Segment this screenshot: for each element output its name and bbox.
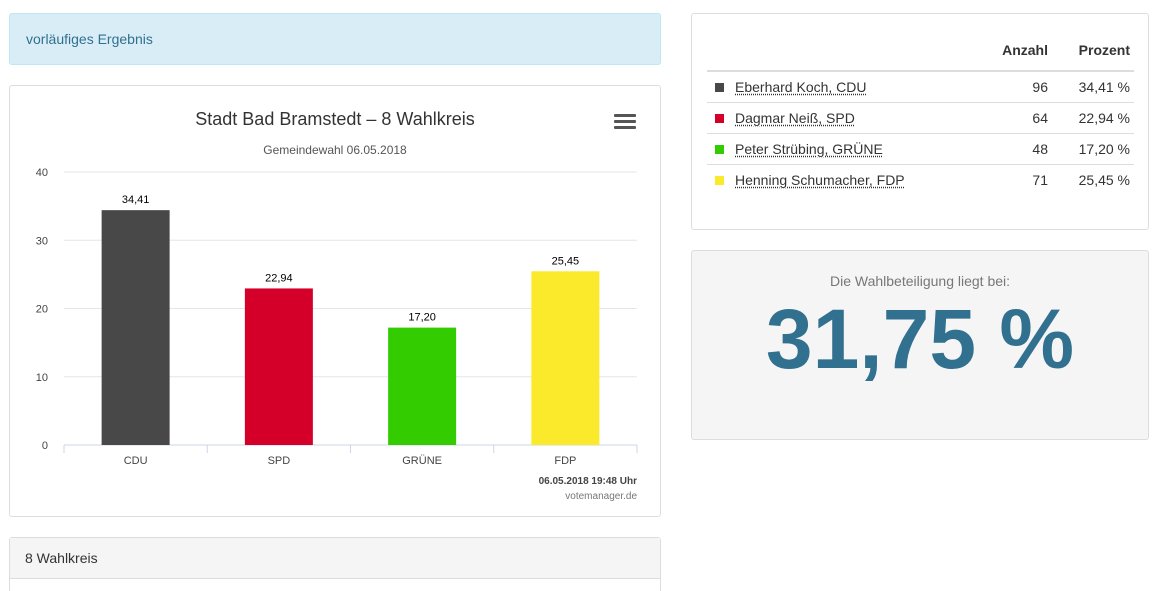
count-cell: 96 — [977, 71, 1052, 102]
y-tick-label: 20 — [36, 304, 48, 316]
chart-credit-time: 06.05.2018 19:48 Uhr — [539, 476, 638, 487]
x-tick-label: CDU — [124, 455, 148, 467]
y-tick-label: 30 — [36, 235, 48, 247]
x-tick-label: GRÜNE — [402, 455, 442, 467]
fdp-color-swatch — [715, 176, 724, 185]
candidate-link[interactable]: Peter Strübing, GRÜNE — [735, 141, 883, 157]
table-row: Henning Schumacher, FDP 71 25,45 % — [707, 164, 1134, 195]
percent-column-header: Prozent — [1052, 30, 1134, 71]
spd-color-swatch — [715, 114, 724, 123]
status-alert: vorläufiges Ergebnis — [9, 13, 661, 65]
count-cell: 64 — [977, 102, 1052, 133]
data-label: 17,20 — [408, 312, 436, 324]
bar-spd — [245, 288, 313, 445]
data-label: 34,41 — [122, 194, 150, 206]
data-label: 25,45 — [552, 255, 580, 267]
results-table: Anzahl Prozent Eberhard Koch, CDU 96 34,… — [707, 30, 1134, 195]
gruene-color-swatch — [715, 145, 724, 154]
candidate-link[interactable]: Henning Schumacher, FDP — [735, 172, 905, 188]
turnout-label: Die Wahlbeteiligung liegt bei: — [692, 273, 1148, 289]
cdu-color-swatch — [715, 83, 724, 92]
percent-cell: 34,41 % — [1052, 71, 1134, 102]
x-tick-label: SPD — [268, 455, 291, 467]
chart-menu-icon[interactable] — [614, 114, 636, 132]
candidate-link[interactable]: Eberhard Koch, CDU — [735, 79, 867, 95]
y-tick-label: 0 — [42, 440, 48, 452]
data-label: 22,94 — [265, 272, 293, 284]
status-text: vorläufiges Ergebnis — [26, 31, 153, 47]
percent-cell: 17,20 % — [1052, 133, 1134, 164]
x-tick-label: FDP — [554, 455, 576, 467]
chart-credit-source: votemanager.de — [565, 491, 637, 502]
bar-fdp — [531, 271, 599, 445]
bar-chart: Stadt Bad Bramstedt – 8 Wahlkreis Gemeind… — [10, 86, 660, 516]
chart-subtitle: Gemeindewahl 06.05.2018 — [263, 143, 407, 157]
district-heading: 8 Wahlkreis — [10, 538, 660, 579]
y-tick-label: 40 — [36, 167, 48, 179]
percent-cell: 22,94 % — [1052, 102, 1134, 133]
turnout-panel: Die Wahlbeteiligung liegt bei: 31,75 % — [691, 250, 1149, 440]
bar-grüne — [388, 328, 456, 445]
chart-title: Stadt Bad Bramstedt – 8 Wahlkreis — [195, 109, 474, 129]
results-panel: Anzahl Prozent Eberhard Koch, CDU 96 34,… — [691, 13, 1149, 230]
percent-cell: 25,45 % — [1052, 164, 1134, 195]
count-cell: 71 — [977, 164, 1052, 195]
count-column-header: Anzahl — [977, 30, 1052, 71]
table-row: Peter Strübing, GRÜNE 48 17,20 % — [707, 133, 1134, 164]
district-panel: 8 Wahlkreis — [9, 537, 661, 591]
count-cell: 48 — [977, 133, 1052, 164]
bar-cdu — [102, 210, 170, 445]
turnout-value: 31,75 % — [692, 297, 1148, 381]
chart-panel: Stadt Bad Bramstedt – 8 Wahlkreis Gemeind… — [9, 85, 661, 517]
candidate-link[interactable]: Dagmar Neiß, SPD — [735, 110, 855, 126]
table-row: Eberhard Koch, CDU 96 34,41 % — [707, 71, 1134, 102]
y-tick-label: 10 — [36, 372, 48, 384]
results-header-row: Anzahl Prozent — [707, 30, 1134, 71]
table-row: Dagmar Neiß, SPD 64 22,94 % — [707, 102, 1134, 133]
candidate-column-header — [707, 30, 977, 71]
